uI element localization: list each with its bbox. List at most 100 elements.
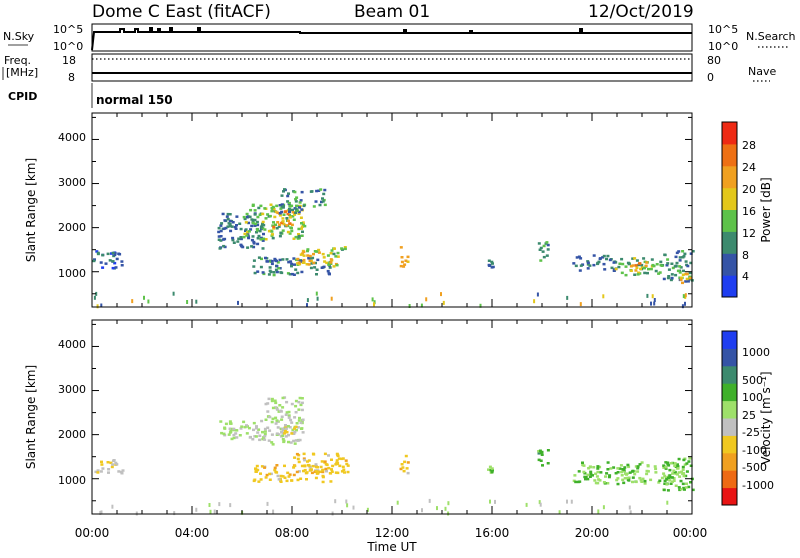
power-data-cell bbox=[322, 198, 326, 202]
power-data-cell bbox=[298, 206, 301, 209]
velocity-data-cell bbox=[293, 427, 296, 430]
velocity-data-cell bbox=[689, 464, 693, 467]
power-data-cell bbox=[658, 271, 662, 274]
velocity-data-cell bbox=[298, 438, 302, 442]
velocity-data-cell bbox=[685, 470, 689, 473]
power-data-cell bbox=[301, 261, 305, 264]
power-data-cell bbox=[250, 238, 254, 242]
power-data-cell bbox=[275, 204, 279, 208]
power-data-cell bbox=[302, 250, 306, 254]
x-tick-0800: 08:00 bbox=[275, 526, 310, 540]
power-data-cell bbox=[275, 227, 279, 230]
power-data-cell bbox=[282, 190, 285, 193]
power-data-cell bbox=[545, 241, 549, 244]
power-data-cell bbox=[172, 291, 175, 296]
power-data-cell bbox=[247, 236, 251, 240]
velocity-data-cell bbox=[614, 472, 618, 475]
velocity-data-cell bbox=[583, 472, 587, 475]
power-data-cell bbox=[633, 257, 637, 260]
velocity-data-cell bbox=[621, 468, 625, 471]
velocity-data-cell bbox=[336, 454, 340, 458]
power-data-cell bbox=[686, 264, 690, 268]
power-data-cell bbox=[293, 263, 296, 266]
power-data-cell bbox=[270, 259, 274, 263]
velocity-data-cell bbox=[494, 499, 496, 504]
power-data-cell bbox=[271, 205, 275, 209]
power-data-cell bbox=[321, 252, 325, 256]
power-data-cell bbox=[654, 269, 658, 273]
velocity-data-cell bbox=[274, 416, 278, 420]
velocity-data-cell bbox=[273, 399, 277, 402]
power-data-cell bbox=[311, 256, 315, 260]
velocity-data-cell bbox=[293, 442, 297, 445]
velocity-data-cell bbox=[303, 464, 307, 468]
power-data-cell bbox=[120, 264, 124, 267]
power-data-cell bbox=[315, 268, 319, 271]
velocity-data-cell bbox=[294, 399, 298, 403]
velocity-data-cell bbox=[660, 476, 664, 480]
velocity-data-cell bbox=[596, 467, 600, 470]
power-data-cell bbox=[222, 244, 226, 248]
velocity-data-cell bbox=[342, 468, 346, 471]
power-data-cell bbox=[305, 263, 309, 266]
power-data-cell bbox=[328, 266, 332, 269]
velocity-data-cell bbox=[100, 463, 104, 466]
velocity-data-cell bbox=[315, 472, 319, 475]
vel-cbar-tick-1000: 1000 bbox=[742, 346, 770, 359]
power-data-cell bbox=[298, 201, 302, 204]
velocity-data-cell bbox=[295, 422, 299, 425]
colorbar-swatch bbox=[722, 331, 737, 349]
power-data-cell bbox=[235, 215, 239, 218]
colorbar-swatch bbox=[722, 122, 737, 145]
velocity-data-cell bbox=[263, 427, 267, 431]
velocity-data-cell bbox=[325, 470, 328, 473]
velocity-data-cell bbox=[300, 427, 303, 430]
power-data-cell bbox=[596, 262, 599, 266]
velocity-data-cell bbox=[228, 422, 232, 425]
power-data-cell bbox=[425, 297, 428, 302]
velocity-data-cell bbox=[274, 406, 278, 409]
velocity-data-cell bbox=[676, 463, 679, 466]
velocity-data-cell bbox=[620, 470, 624, 474]
x-tick-1200: 12:00 bbox=[375, 526, 410, 540]
vel-y-tick-1000: 1000 bbox=[58, 474, 86, 487]
power-data-cell bbox=[271, 224, 275, 227]
velocity-data-cell bbox=[436, 506, 438, 511]
power-data-cell bbox=[322, 256, 326, 259]
velocity-data-cell bbox=[672, 469, 676, 472]
power-data-cell bbox=[293, 190, 297, 194]
power-data-cell bbox=[542, 244, 546, 248]
velocity-data-cell bbox=[666, 489, 670, 492]
velocity-data-cell bbox=[628, 471, 632, 474]
velocity-data-cell bbox=[681, 468, 685, 471]
velocity-data-cell bbox=[302, 452, 306, 456]
power-data-cell bbox=[274, 210, 278, 214]
power-data-cell bbox=[312, 205, 316, 208]
power-data-cell bbox=[620, 271, 624, 275]
power-data-cell bbox=[633, 273, 637, 276]
velocity-data-cell bbox=[591, 474, 594, 477]
power-data-cell bbox=[586, 260, 590, 263]
velocity-data-cell bbox=[573, 474, 577, 477]
power-data-cell bbox=[667, 275, 671, 278]
velocity-data-cell bbox=[277, 478, 281, 481]
velocity-data-cell bbox=[268, 478, 272, 481]
power-data-cell bbox=[487, 263, 491, 267]
power-data-cell bbox=[261, 212, 265, 216]
power-data-cell bbox=[288, 216, 292, 219]
velocity-data-cell bbox=[606, 468, 610, 471]
velocity-data-cell bbox=[645, 472, 649, 476]
power-data-cell bbox=[115, 257, 119, 261]
power-data-cell bbox=[302, 258, 306, 262]
power-data-cell bbox=[681, 256, 685, 259]
power-data-cell bbox=[246, 230, 249, 234]
power-data-cell bbox=[635, 259, 639, 262]
power-data-cell bbox=[605, 257, 608, 261]
x-tick-1600: 16:00 bbox=[475, 526, 510, 540]
power-data-cell bbox=[662, 277, 666, 281]
velocity-data-cell bbox=[296, 478, 300, 482]
velocity-data-cell bbox=[682, 486, 686, 490]
power-data-cell bbox=[228, 224, 232, 228]
vel-y-axis-label: Slant Range [km] bbox=[24, 365, 38, 469]
power-data-cell bbox=[323, 188, 327, 192]
